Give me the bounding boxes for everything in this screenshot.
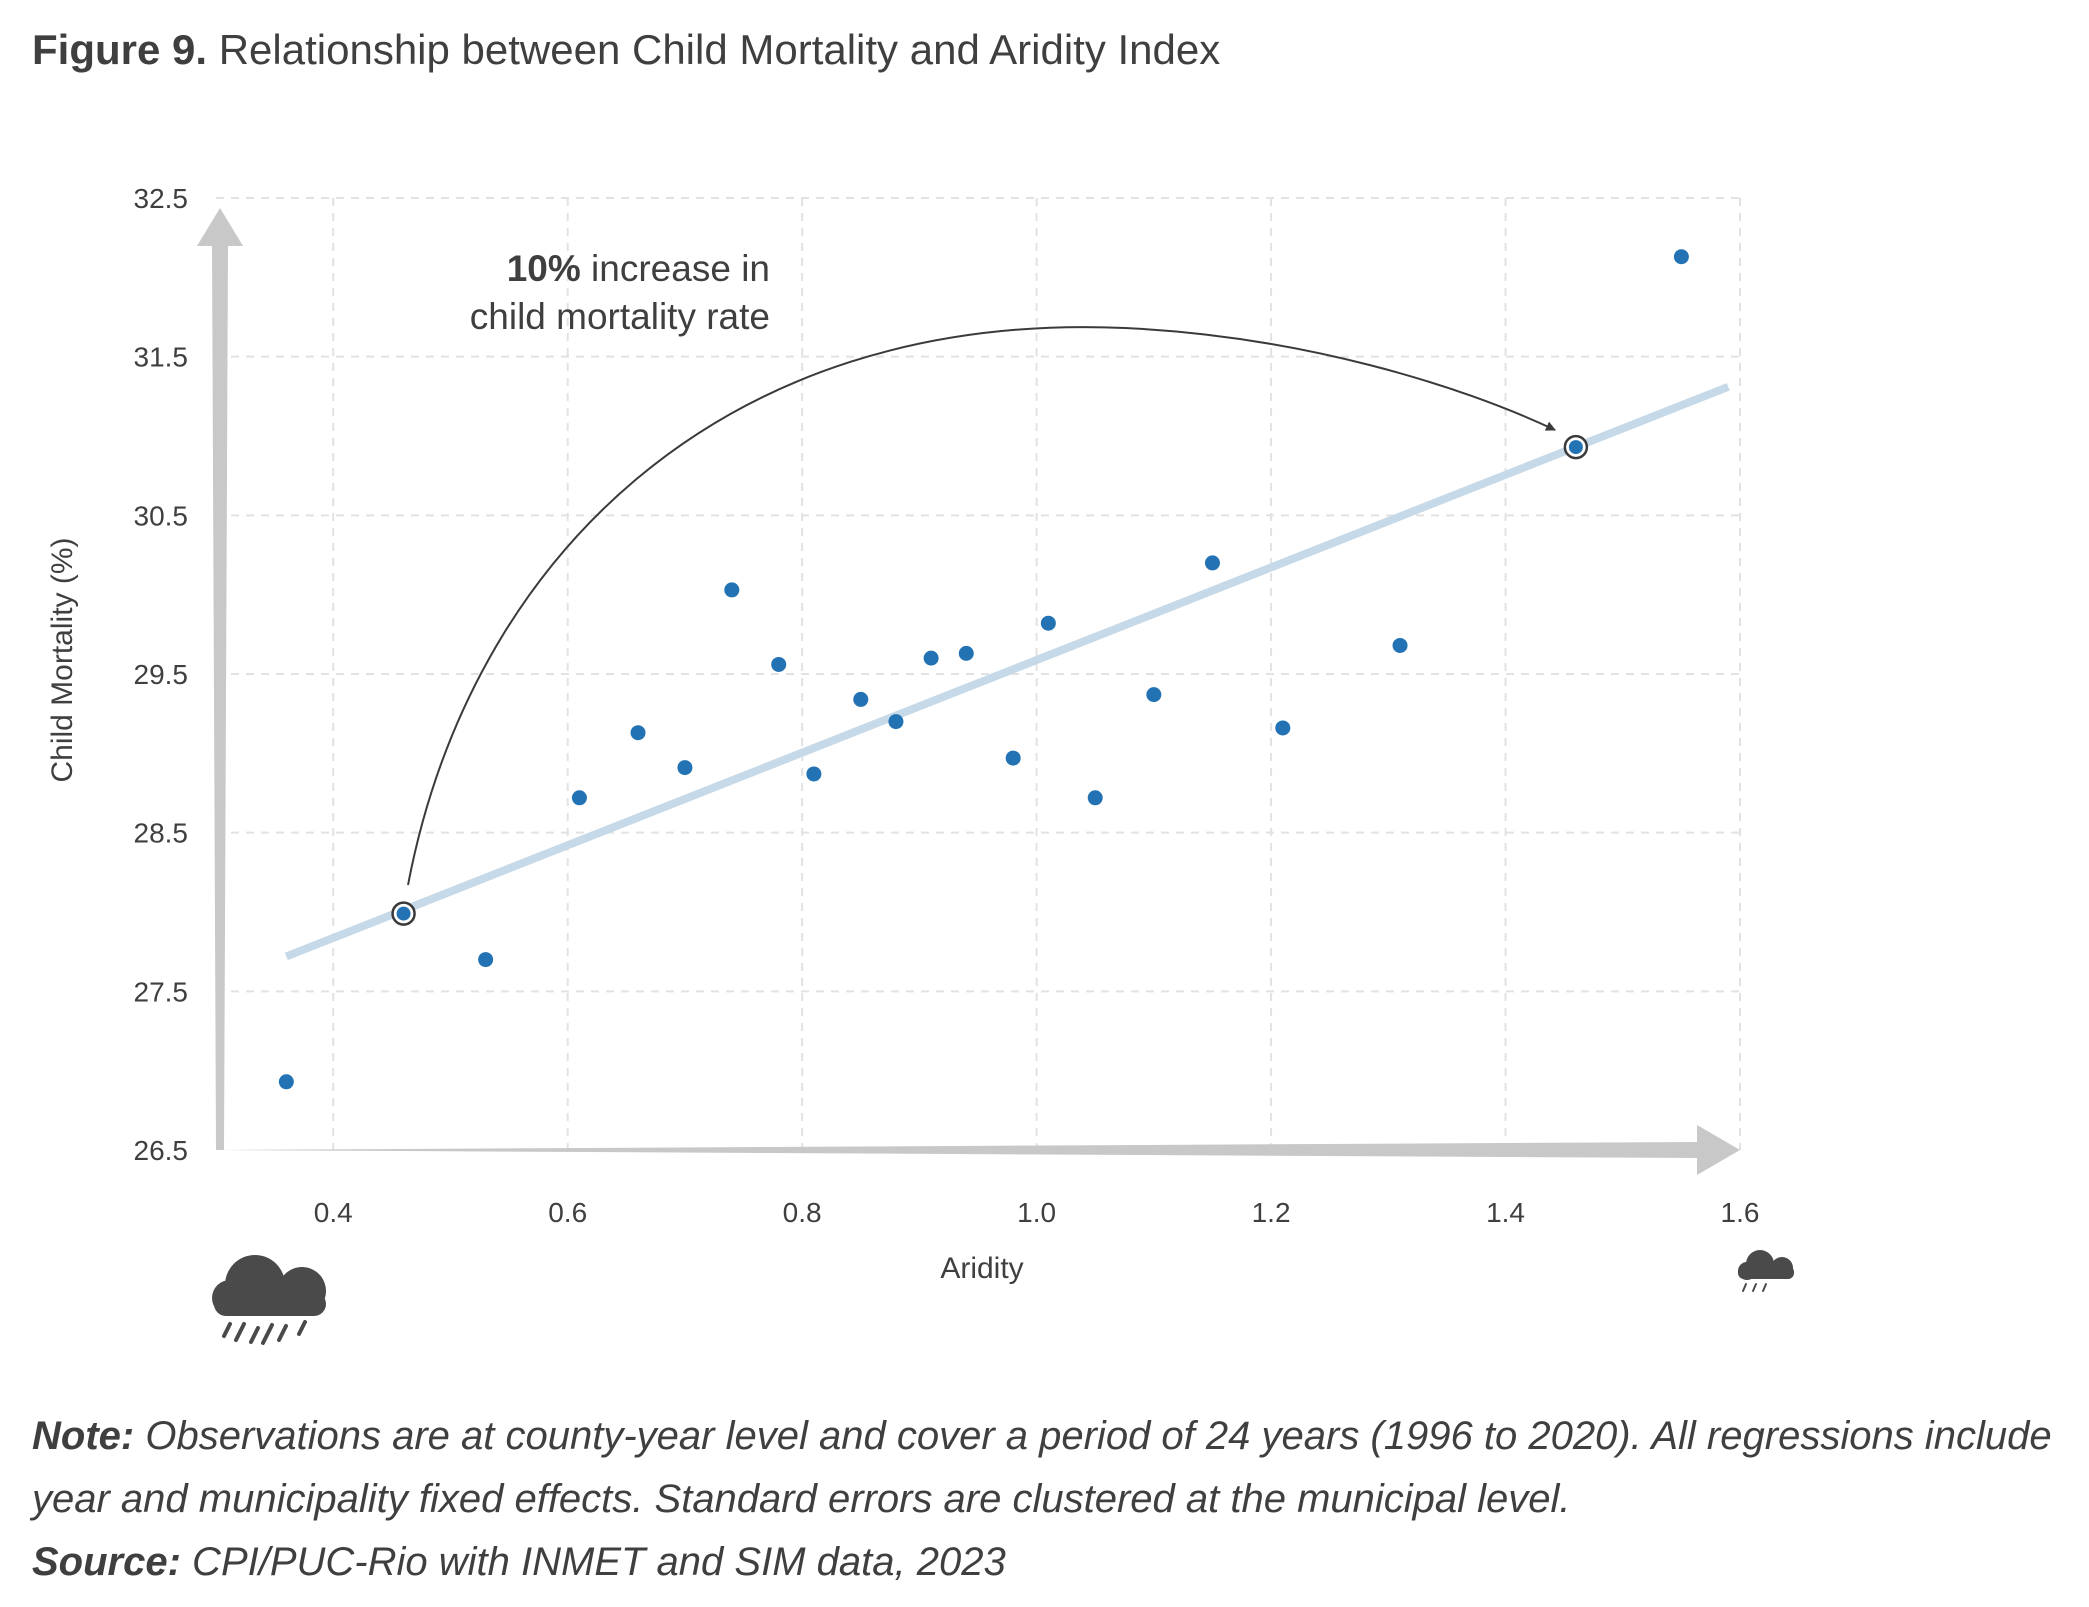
source-text: CPI/PUC-Rio with INMET and SIM data, 202… [180,1540,1006,1584]
gridlines [216,197,1741,1150]
x-tick-label: 1.0 [1017,1197,1056,1228]
data-point [1204,555,1220,571]
annotation-arrow [407,326,1556,886]
light-rain-cloud-icon [1738,1250,1794,1292]
axes [197,208,1740,1175]
data-point [630,725,646,741]
highlighted-point [391,901,416,926]
x-tick-label: 0.8 [783,1197,822,1228]
figure-title: Figure 9. Relationship between Child Mor… [32,26,1220,74]
data-points [278,249,1689,1090]
data-point [853,691,869,707]
data-point [1005,750,1021,766]
x-tick-label: 0.6 [548,1197,587,1228]
data-point [888,714,904,730]
data-point [1392,637,1408,653]
x-tick-label: 1.4 [1486,1197,1525,1228]
x-tick-label: 1.6 [1721,1197,1760,1228]
data-point [571,790,587,806]
note-label: Note: [32,1414,135,1458]
y-tick-label: 28.5 [134,818,189,849]
data-point [478,952,494,968]
data-point [1040,615,1056,631]
highlighted-points [391,434,1589,926]
x-axis-title: Aridity [940,1252,1023,1285]
data-point [1275,720,1291,736]
data-point [1146,687,1162,703]
source-label: Source: [32,1540,181,1584]
y-tick-label: 30.5 [134,500,189,531]
annotation-text-1: increase in [581,248,770,289]
note-line: Note: Observations are at county-year le… [32,1405,2072,1531]
note-text: Observations are at county-year level an… [32,1414,2052,1521]
x-tick-label: 1.2 [1252,1197,1291,1228]
x-tick-label: 0.4 [314,1197,353,1228]
annotation-line-1: 10% increase in [507,248,770,289]
heavy-rain-cloud-icon [212,1255,326,1345]
data-point [958,645,974,661]
data-point [1673,249,1689,265]
data-point [923,650,939,666]
annotation-bold: 10% [507,248,581,289]
figure-title-text: Relationship between Child Mortality and… [218,26,1221,73]
data-point [771,656,787,672]
source-line: Source: CPI/PUC-Rio with INMET and SIM d… [32,1531,2072,1594]
y-tick-label: 31.5 [134,342,189,373]
annotation-line-2: child mortality rate [470,296,770,337]
chart-canvas: 26.5 27.5 28.5 29.5 30.5 31.5 32.5 0.4 0.6 0.8 1.… [46,183,1794,1345]
y-tick-label: 27.5 [134,976,189,1007]
y-tick-labels: 26.5 27.5 28.5 29.5 30.5 31.5 32.5 [134,183,189,1166]
data-point [1087,790,1103,806]
trend-line [284,383,1730,961]
figure-label: Figure 9. [32,26,208,73]
data-point [806,766,822,782]
data-point [677,760,693,776]
footnote: Note: Observations are at county-year le… [32,1405,2072,1594]
y-tick-label: 32.5 [134,183,189,214]
y-tick-label: 29.5 [134,659,189,690]
x-axis-arrow [216,1125,1740,1175]
x-tick-labels: 0.4 0.6 0.8 1.0 1.2 1.4 1.6 [314,1197,1760,1228]
data-point [724,582,740,598]
y-tick-label: 26.5 [134,1135,189,1166]
y-axis-title: Child Mortality (%) [46,537,79,782]
highlighted-point [1563,434,1589,460]
y-axis-arrow [197,208,243,1150]
data-point [278,1074,294,1090]
